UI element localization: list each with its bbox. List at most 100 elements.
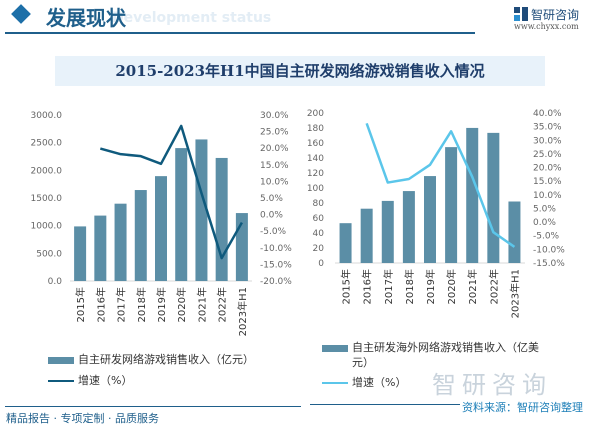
bar <box>134 190 147 281</box>
x-tick-label: 2019年 <box>155 287 168 322</box>
y-right-tick-label: 25.0% <box>533 150 562 160</box>
brand-logo: 智研咨询 <box>514 4 579 23</box>
header-divider <box>5 32 475 34</box>
y-right-tick-label: 10.0% <box>260 177 289 187</box>
y-left-tick-label: 1500.0 <box>31 194 63 204</box>
bar <box>466 127 479 263</box>
x-tick-label: 2019年 <box>424 269 437 304</box>
legend-label: 自主研发网络游戏销售收入（亿元） <box>78 353 254 366</box>
footer-divider-right <box>310 404 460 405</box>
y-right-tick-label: -10.0% <box>260 244 292 254</box>
legend-item-right-line: 增速（%） <box>322 374 406 390</box>
y-right-tick-label: 20.0% <box>260 144 289 154</box>
bar <box>487 132 500 263</box>
x-tick-label: 2017年 <box>382 269 395 304</box>
y-left-tick-label: 180 <box>307 124 324 134</box>
x-tick-label: 2018年 <box>403 269 416 304</box>
y-left-tick-label: 80 <box>313 199 325 209</box>
x-tick-label: 2021年 <box>466 269 479 304</box>
x-tick-label: 2015年 <box>74 287 87 322</box>
bar <box>215 157 228 281</box>
x-tick-label: 2020年 <box>175 287 188 322</box>
y-right-tick-label: -15.0% <box>260 260 292 270</box>
y-left-tick-label: 500.0 <box>36 249 62 259</box>
y-right-tick-label: 25.0% <box>260 128 289 138</box>
x-tick-label: 2016年 <box>361 269 374 304</box>
y-left-tick-label: 0.0 <box>48 277 63 287</box>
y-right-tick-label: 5.0% <box>533 204 556 214</box>
x-tick-label: 2021年 <box>195 287 208 322</box>
bar <box>424 176 436 263</box>
x-tick-label: 2015年 <box>340 269 353 304</box>
x-tick-label: 2018年 <box>135 287 148 322</box>
growth-line <box>365 122 516 248</box>
y-right-tick-label: 0.0% <box>260 211 283 221</box>
y-left-tick-label: 60 <box>313 214 325 224</box>
y-right-tick-label: 0.0% <box>533 218 556 228</box>
y-right-tick-label: 5.0% <box>260 194 283 204</box>
footer-divider <box>5 406 301 407</box>
x-tick-label: 2020年 <box>445 269 458 304</box>
y-left-tick-label: 2500.0 <box>31 139 63 149</box>
y-right-tick-label: -20.0% <box>260 277 292 287</box>
x-tick-label: 2023年H1 <box>236 287 249 336</box>
y-right-tick-label: -5.0% <box>533 232 560 242</box>
brand-logo-icon <box>514 7 528 21</box>
legend-item-left-line: 增速（%） <box>48 372 132 388</box>
x-tick-label: 2023年H1 <box>508 269 521 318</box>
y-left-tick-label: 2000.0 <box>31 166 63 176</box>
section-title: 发展现状 <box>46 6 126 30</box>
legend-label: 增速（%） <box>78 374 133 387</box>
x-tick-label: 2016年 <box>94 287 107 322</box>
chart-title-band: 2015-2023年H1中国自主研发网络游戏销售收入情况 <box>55 56 545 86</box>
y-right-tick-label: -10.0% <box>533 245 565 255</box>
brand-name: 智研咨询 <box>531 8 580 22</box>
legend-label: 增速（%） <box>352 376 407 389</box>
watermark-logo: 智研咨询 <box>432 371 552 399</box>
y-left-tick-label: 1000.0 <box>31 222 63 232</box>
y-right-tick-label: 35.0% <box>533 123 562 133</box>
legend-swatch-line <box>48 380 74 382</box>
legend-swatch-line <box>322 382 348 384</box>
y-left-tick-label: 200 <box>307 109 324 119</box>
bar <box>175 148 188 281</box>
bar <box>402 191 415 263</box>
legend-swatch-bar <box>48 356 74 364</box>
bar <box>445 147 458 263</box>
bar <box>339 223 352 263</box>
y-right-tick-label: 20.0% <box>533 164 562 174</box>
y-left-tick-label: 20 <box>313 244 325 254</box>
legend-item-right-bar-cont: 元） <box>352 354 374 370</box>
x-tick-label: 2022年 <box>216 287 229 322</box>
legend-swatch-bar <box>322 344 348 352</box>
x-tick-label: 2017年 <box>115 287 128 322</box>
bar <box>74 226 87 281</box>
section-subtitle: Development status <box>112 10 272 26</box>
x-tick-label: 2022年 <box>487 269 500 304</box>
bar <box>381 200 394 263</box>
y-right-tick-label: 15.0% <box>260 161 289 171</box>
bar <box>94 215 107 281</box>
header: Development status 发展现状 智研咨询 www.chyxx.c… <box>0 0 600 34</box>
y-right-tick-label: 30.0% <box>533 136 562 146</box>
bar <box>114 203 127 281</box>
growth-line <box>99 124 243 260</box>
y-left-tick-label: 120 <box>307 169 324 179</box>
y-right-tick-label: -15.0% <box>533 259 565 269</box>
bar <box>195 139 208 281</box>
y-left-tick-label: 160 <box>307 139 324 149</box>
y-right-tick-label: 10.0% <box>533 191 562 201</box>
y-right-tick-label: 15.0% <box>533 177 562 187</box>
y-left-tick-label: 3000.0 <box>31 111 63 121</box>
y-right-tick-label: 40.0% <box>533 109 562 119</box>
y-left-tick-label: 100 <box>307 184 324 194</box>
y-left-tick-label: 140 <box>307 154 324 164</box>
legend-label: 自主研发海外网络游戏销售收入（亿美 <box>352 341 539 354</box>
bar <box>155 176 167 281</box>
source-note: 资料来源：智研咨询整理 <box>462 401 583 414</box>
y-left-tick-label: 40 <box>313 229 325 239</box>
legend-label: 元） <box>352 356 374 369</box>
y-right-tick-label: 30.0% <box>260 111 289 121</box>
y-right-tick-label: -5.0% <box>260 227 287 237</box>
